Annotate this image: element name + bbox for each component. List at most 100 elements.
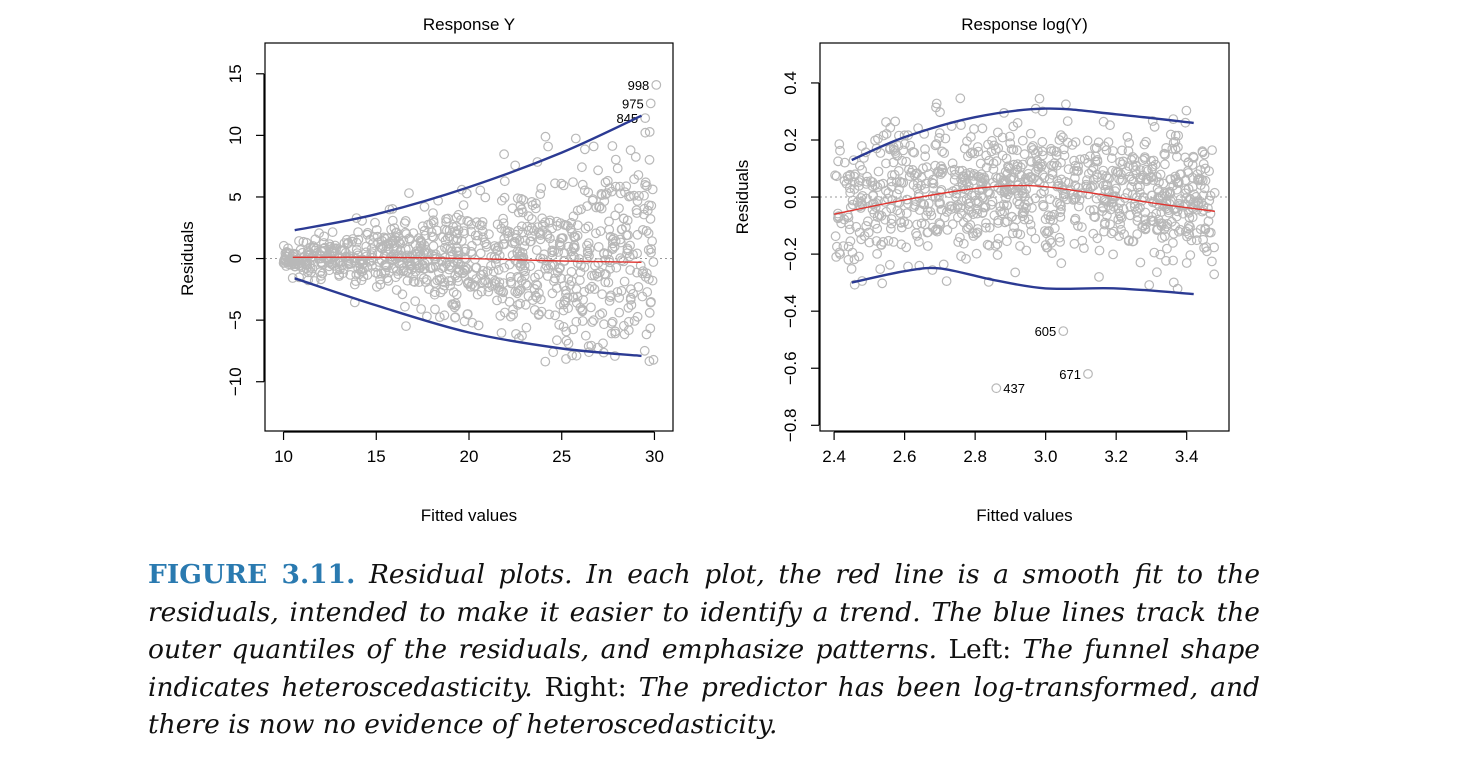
residual-point (568, 177, 578, 188)
residual-point (319, 231, 330, 242)
residual-point (872, 182, 883, 193)
residual-point (402, 275, 413, 286)
residual-point (595, 226, 606, 237)
residual-point (999, 184, 1010, 195)
residual-point (1062, 137, 1073, 148)
residual-point (327, 227, 338, 238)
residual-point (1108, 249, 1118, 260)
residual-point (598, 338, 608, 349)
residual-point (445, 262, 456, 272)
residual-point (432, 225, 442, 236)
residual-point (1161, 255, 1171, 266)
residual-point (626, 284, 636, 295)
residual-point (856, 234, 867, 245)
residual-point (978, 184, 988, 195)
residual-point (640, 127, 651, 138)
residual-point (540, 356, 551, 367)
residual-point (583, 238, 594, 249)
residual-point (1181, 258, 1192, 268)
residual-point (1056, 258, 1067, 269)
residual-point (867, 177, 878, 188)
residual-point (904, 171, 915, 182)
residual-point (371, 224, 382, 235)
outlier-point-605 (1058, 326, 1069, 337)
residual-point (612, 163, 623, 174)
residual-point (869, 208, 880, 219)
residual-point (644, 126, 655, 137)
residual-point (940, 133, 951, 144)
residual-point (989, 140, 999, 151)
residual-point (1146, 171, 1157, 182)
residual-point (969, 168, 979, 179)
residual-point (977, 123, 988, 134)
residual-point (873, 133, 883, 144)
residual-point (988, 164, 999, 175)
y-axis: −10 −5 0 5 10 15 (226, 64, 265, 396)
residual-point (517, 330, 527, 341)
residual-point (632, 196, 643, 206)
residual-point (550, 310, 560, 321)
residual-point (505, 276, 516, 287)
residual-point (981, 218, 991, 229)
residual-point (582, 201, 592, 212)
y-tick-label: 5 (226, 192, 245, 201)
residual-point (892, 189, 902, 199)
residual-point (1021, 245, 1032, 256)
residual-point (605, 231, 616, 242)
residual-point (619, 320, 629, 331)
residual-point (644, 200, 654, 211)
residual-point (1083, 168, 1094, 179)
residual-point (416, 304, 427, 314)
residual-point (1002, 216, 1013, 227)
residual-point (861, 220, 872, 231)
lower-quantile-line (294, 277, 642, 358)
residual-point (1209, 187, 1220, 198)
residual-point (1072, 220, 1083, 231)
residual-point (586, 340, 597, 351)
residual-point (471, 217, 482, 228)
residual-point (595, 267, 605, 278)
residual-point (475, 185, 486, 196)
residual-point (971, 248, 982, 259)
residual-point (433, 267, 444, 278)
residual-point (489, 252, 500, 263)
residual-point (1147, 116, 1158, 126)
residual-point (472, 289, 483, 300)
residual-point (545, 233, 555, 244)
residual-point (1012, 145, 1022, 156)
residual-point (887, 170, 897, 181)
residual-point (847, 195, 858, 206)
residual-point (895, 208, 906, 219)
residual-point (1045, 235, 1055, 246)
residual-point (552, 335, 562, 346)
residual-point (451, 235, 462, 246)
residual-point (644, 356, 655, 367)
residual-point (625, 145, 636, 156)
residual-point (901, 242, 912, 253)
residual-point (843, 241, 854, 252)
residual-point (508, 309, 518, 320)
residual-point (611, 262, 622, 273)
residual-point (393, 269, 404, 280)
residual-point (294, 272, 305, 283)
residual-point (967, 228, 978, 239)
residual-point (984, 240, 995, 251)
residual-point (458, 200, 469, 211)
residual-point (615, 181, 625, 192)
residual-point (935, 198, 945, 209)
residual-point (476, 220, 487, 231)
residual-point (907, 164, 918, 175)
residual-point (967, 147, 978, 158)
residual-point (879, 196, 890, 207)
residual-point (505, 272, 516, 282)
residual-point (535, 294, 546, 305)
residual-point (942, 224, 953, 235)
residual-point (921, 210, 932, 221)
residual-point (621, 181, 632, 192)
residual-point (561, 326, 572, 337)
residual-point (632, 208, 642, 218)
residual-point (639, 345, 650, 356)
residual-point (1047, 248, 1057, 259)
residual-point (462, 277, 473, 288)
residual-point (1012, 159, 1023, 170)
